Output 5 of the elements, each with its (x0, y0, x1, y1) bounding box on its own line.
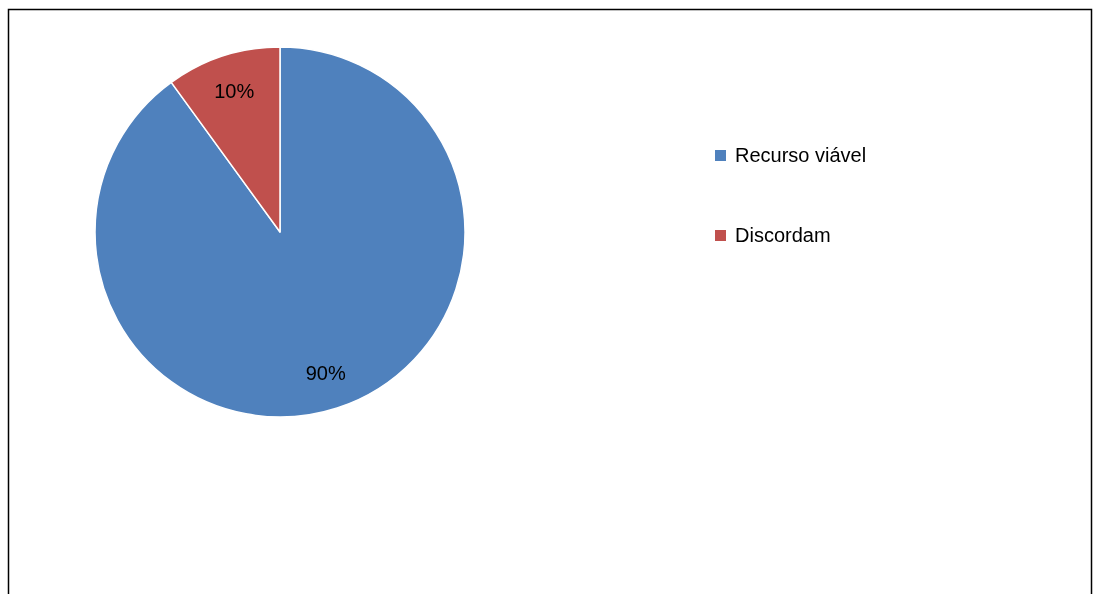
data-label: 90% (305, 361, 346, 384)
legend-label: Discordam (735, 224, 831, 246)
pie-slice (94, 46, 466, 418)
data-label: 10% (214, 80, 255, 103)
legend-label: Recurso viável (735, 144, 867, 166)
